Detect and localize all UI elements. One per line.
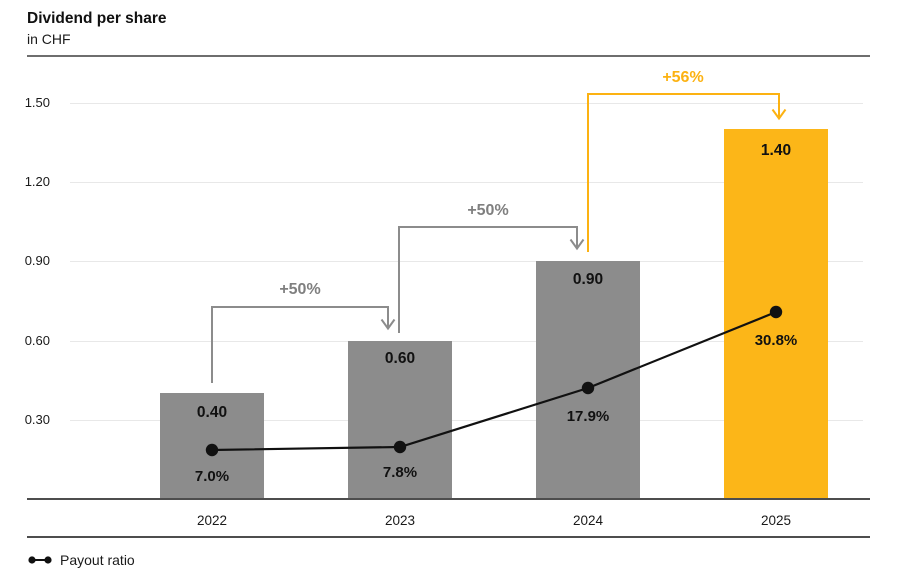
legend-label-payout-ratio: Payout ratio [60, 552, 135, 568]
growth-label-2024-2025: +56% [662, 69, 704, 86]
payout-label-2024: 17.9% [566, 408, 610, 425]
xtick-2023: 2023 [384, 513, 416, 528]
bar-value-2022: 0.40 [196, 404, 228, 421]
chart-title: Dividend per share [27, 10, 167, 27]
bar-value-2024: 0.90 [572, 271, 604, 288]
xtick-2025: 2025 [760, 513, 792, 528]
ytick-0-30: 0.30 [24, 412, 50, 427]
x-axis-bottom-border [27, 536, 870, 538]
legend: Payout ratio [27, 552, 135, 568]
growth-label-2023-2024: +50% [467, 202, 509, 219]
payout-label-2023: 7.8% [382, 464, 418, 481]
growth-label-2022-2023: +50% [279, 281, 321, 298]
xtick-2024: 2024 [572, 513, 604, 528]
ytick-1-20: 1.20 [24, 174, 50, 189]
bar-2024 [536, 261, 640, 499]
ytick-0-90: 0.90 [24, 253, 50, 268]
xtick-2022: 2022 [196, 513, 228, 528]
gridline-1-50 [70, 103, 863, 104]
ytick-1-50: 1.50 [24, 95, 50, 110]
payout-ratio-line [205, 305, 783, 457]
bar-value-2025: 1.40 [760, 142, 792, 159]
bar-value-2023: 0.60 [384, 350, 416, 367]
payout-ratio-legend-icon [28, 556, 52, 564]
bar-2025-highlight [724, 129, 828, 499]
chart-unit: in CHF [27, 31, 71, 47]
payout-label-2022: 7.0% [194, 468, 230, 485]
x-axis-baseline [27, 498, 870, 500]
ytick-0-60: 0.60 [24, 333, 50, 348]
gridline-1-20 [70, 182, 863, 183]
payout-label-2025: 30.8% [754, 332, 798, 349]
header-divider [27, 55, 870, 57]
